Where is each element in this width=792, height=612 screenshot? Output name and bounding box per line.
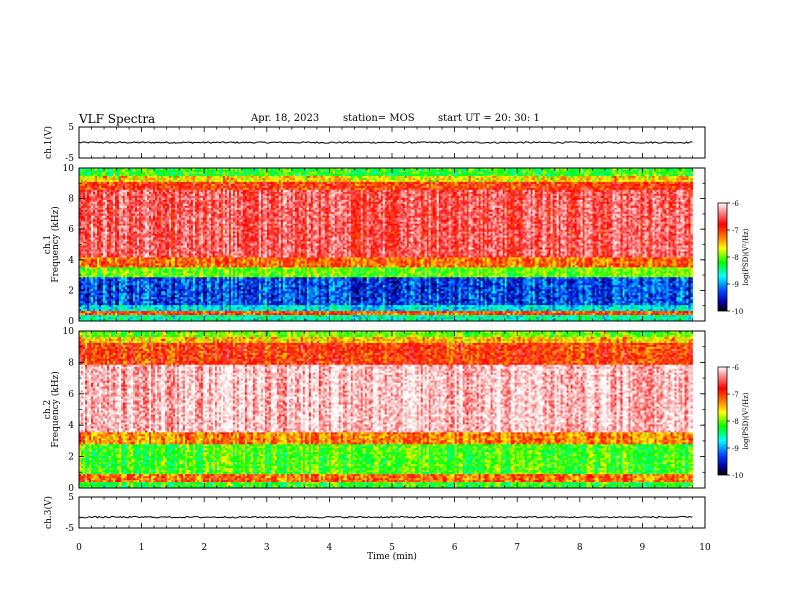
ch1-spectrogram-cells	[79, 168, 693, 321]
y-axis-title: ch.1(V)	[43, 126, 54, 159]
ch1-voltage-trace	[79, 142, 692, 144]
ch1-voltage-panel: 5 -5 ch.1(V)	[43, 123, 705, 164]
y-tick-label: 5	[68, 123, 74, 133]
vlf-spectra-chart: 5 -5 ch.1(V) 0246810ch.1Frequency (kHz)-6-7…	[0, 0, 792, 612]
y-tick-label: -5	[65, 154, 74, 164]
